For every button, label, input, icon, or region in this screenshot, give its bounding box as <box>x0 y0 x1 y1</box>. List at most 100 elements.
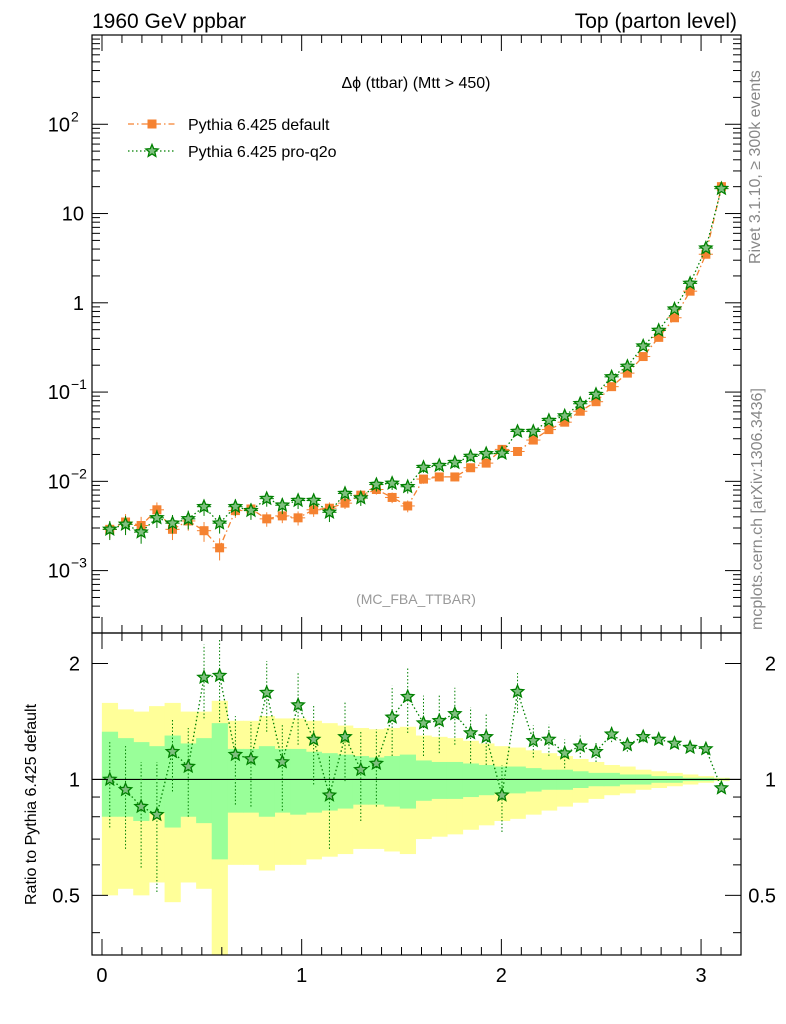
band-stat <box>227 748 244 813</box>
data-point-default <box>434 472 444 482</box>
ratio-y-tick-label-left: 0.5 <box>52 885 80 907</box>
data-point-pro-q2o <box>650 322 667 338</box>
data-point-default <box>403 501 413 511</box>
ratio-point <box>635 728 651 744</box>
data-point-default <box>701 249 711 259</box>
data-point-pro-q2o <box>321 504 338 520</box>
data-point-default <box>450 472 460 482</box>
watermark: (MC_FBA_TTBAR) <box>356 591 476 607</box>
band-stat <box>196 738 213 824</box>
ratio-point <box>666 735 683 751</box>
data-point-default <box>262 514 272 524</box>
data-point-pro-q2o <box>352 489 369 505</box>
ratio-point <box>149 806 165 822</box>
y-tick-label: 10 <box>48 382 70 404</box>
ratio-point <box>384 709 400 724</box>
band-stat <box>384 756 401 807</box>
y-tick-exponent: −1 <box>71 376 87 392</box>
data-point-pro-q2o <box>556 407 573 423</box>
data-point-default <box>215 543 225 553</box>
data-point-pro-q2o <box>368 476 385 492</box>
data-point-pro-q2o <box>337 485 353 501</box>
x-tick-label: 2 <box>496 965 507 987</box>
data-point-pro-q2o <box>635 337 651 353</box>
x-tick-label: 1 <box>296 965 307 987</box>
y-tick-exponent: −2 <box>71 465 87 481</box>
ratio-point <box>196 669 212 685</box>
ratio-point <box>509 683 526 699</box>
data-point-pro-q2o <box>196 498 212 514</box>
ratio-y-tick-label-right: 2 <box>765 653 776 675</box>
ratio-point <box>164 743 181 759</box>
data-point-default <box>418 474 428 484</box>
data-point-pro-q2o <box>117 516 134 532</box>
data-point-default <box>387 492 397 502</box>
data-point-pro-q2o <box>603 368 620 384</box>
data-point-pro-q2o <box>274 496 291 512</box>
band-stat <box>478 765 495 796</box>
band-stat <box>446 761 464 799</box>
ratio-point <box>399 688 416 704</box>
y-tick-label: 10 <box>62 204 84 226</box>
data-point-pro-q2o <box>588 386 604 402</box>
legend-label: Pythia 6.425 default <box>188 117 330 134</box>
data-point-pro-q2o <box>227 498 244 514</box>
series-line <box>109 186 723 549</box>
ratio-point <box>556 745 573 760</box>
data-point-pro-q2o <box>164 515 181 530</box>
legend-label: Pythia 6.425 pro-q2o <box>188 144 337 161</box>
data-point-pro-q2o <box>133 523 149 539</box>
data-point-default <box>466 463 476 473</box>
legend-marker-star <box>144 142 160 158</box>
ratio-point <box>243 750 259 766</box>
ratio-point <box>713 779 730 795</box>
ratio-point <box>353 761 369 777</box>
ratio-point <box>478 728 495 744</box>
data-point-default <box>638 352 648 362</box>
band-stat <box>399 754 417 809</box>
y-tick-exponent: −3 <box>71 555 87 571</box>
band-stat <box>305 751 322 813</box>
ratio-point <box>682 739 698 755</box>
data-point-default <box>481 458 491 468</box>
data-point-pro-q2o <box>619 358 636 373</box>
data-point-pro-q2o <box>399 478 416 494</box>
ratio-y-tick-label-left: 2 <box>69 653 80 675</box>
y-tick-label: 10 <box>48 471 70 493</box>
plot-title: Δϕ (ttbar) (Mtt > 450) <box>341 75 490 92</box>
ratio-frame <box>91 632 742 956</box>
y-tick-label: 10 <box>48 114 70 136</box>
ratio-line <box>109 674 723 816</box>
data-point-default <box>591 397 601 407</box>
ratio-point <box>447 705 463 721</box>
data-point-pro-q2o <box>305 492 322 508</box>
data-point-default <box>544 425 554 435</box>
ratio-point <box>494 787 510 802</box>
y-tick-exponent: 2 <box>71 108 79 124</box>
data-point-default <box>309 505 319 515</box>
data-point-default <box>670 313 680 323</box>
ratio-point <box>588 743 604 759</box>
ratio-point <box>305 731 322 747</box>
band-stat <box>431 761 448 799</box>
data-point-pro-q2o <box>698 239 714 255</box>
ratio-point <box>368 755 385 771</box>
data-point-default <box>560 417 570 427</box>
ratio-y-tick-label-right: 0.5 <box>748 885 776 907</box>
legend: Pythia 6.425 default Pythia 6.425 pro-q2o <box>128 117 337 161</box>
band-stat <box>180 743 197 817</box>
band-stat <box>211 723 228 860</box>
ratio-point <box>431 712 447 728</box>
ratio-point <box>337 728 353 744</box>
data-point-pro-q2o <box>101 521 118 536</box>
data-point-pro-q2o <box>180 510 196 526</box>
side-text-upper: Rivet 3.1.10, ≥ 300k events <box>747 70 764 264</box>
data-point-pro-q2o <box>384 475 400 490</box>
data-point-pro-q2o <box>290 492 306 508</box>
y-tick-label: 1 <box>73 293 84 315</box>
y-tick-label: 10 <box>48 561 70 583</box>
ratio-point <box>180 758 196 774</box>
data-point-pro-q2o <box>447 454 463 470</box>
data-point-pro-q2o <box>682 275 698 290</box>
